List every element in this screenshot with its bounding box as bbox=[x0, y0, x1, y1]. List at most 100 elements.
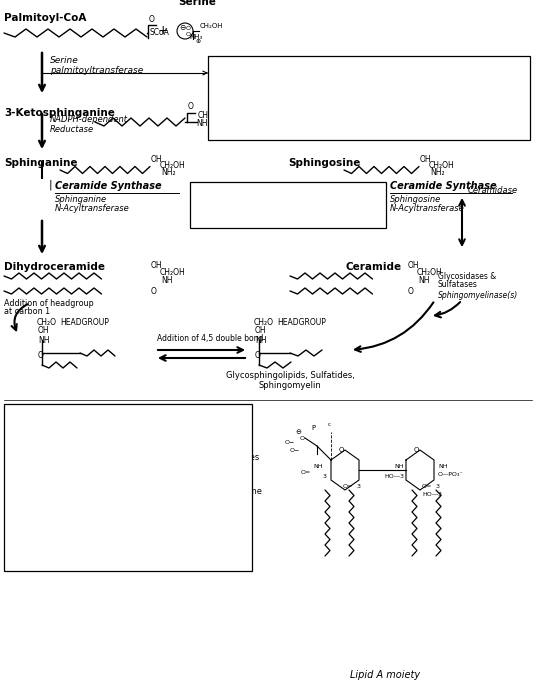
Text: NH: NH bbox=[255, 336, 266, 345]
Text: (aka: (aka bbox=[351, 70, 372, 79]
Text: Sulfatases: Sulfatases bbox=[438, 280, 478, 289]
Text: 3-Ketosphinganine: 3-Ketosphinganine bbox=[4, 108, 115, 118]
Text: NH: NH bbox=[394, 464, 404, 469]
Text: HO―3: HO―3 bbox=[384, 474, 404, 479]
Text: 3: 3 bbox=[323, 474, 327, 479]
Text: Serine: Serine bbox=[178, 0, 216, 7]
Text: endotoxin also mimics the structure (in bold type) and some: endotoxin also mimics the structure (in … bbox=[7, 488, 262, 497]
Text: Alternaria: Alternaria bbox=[247, 196, 294, 205]
Text: CH₂OH: CH₂OH bbox=[200, 23, 224, 29]
Text: Bacterial endotoxin: Bacterial endotoxin bbox=[7, 407, 100, 416]
Text: OH: OH bbox=[408, 261, 420, 270]
Text: Sphingomyelin: Sphingomyelin bbox=[259, 381, 322, 390]
Text: +: + bbox=[158, 23, 168, 36]
Text: Ceramide Synthase: Ceramide Synthase bbox=[55, 181, 162, 191]
Text: NH₂: NH₂ bbox=[161, 168, 176, 177]
Text: cells; these changes include the degree of hydroxylation: cells; these changes include the degree … bbox=[7, 430, 247, 439]
Text: |: | bbox=[49, 179, 53, 189]
Text: ⊕: ⊕ bbox=[195, 39, 200, 44]
Text: -acyl group and the number and types of: -acyl group and the number and types of bbox=[37, 441, 210, 451]
Text: 3: 3 bbox=[357, 484, 361, 489]
Text: SCoA: SCoA bbox=[149, 28, 169, 37]
Text: NH: NH bbox=[438, 464, 448, 469]
Text: ,: , bbox=[324, 70, 329, 79]
Text: Mycelia: Mycelia bbox=[300, 92, 332, 101]
Text: Isana: Isana bbox=[211, 92, 233, 101]
Text: is reported to influence the chemical: is reported to influence the chemical bbox=[95, 407, 253, 416]
Text: ⊖: ⊖ bbox=[295, 429, 301, 435]
Text: Myriococcum: Myriococcum bbox=[233, 92, 288, 101]
Text: .: . bbox=[272, 207, 274, 216]
Text: c: c bbox=[327, 422, 331, 427]
Text: CH₂OH: CH₂OH bbox=[429, 161, 455, 170]
Text: Serine: Serine bbox=[50, 56, 79, 65]
Text: Australifungin: Australifungin bbox=[210, 207, 278, 216]
Text: HEADGROUP: HEADGROUP bbox=[60, 318, 109, 327]
Text: O―PO₃⁻: O―PO₃⁻ bbox=[438, 472, 464, 477]
Text: N-Acyltransferase: N-Acyltransferase bbox=[55, 204, 130, 213]
Text: ,: , bbox=[230, 92, 233, 101]
Text: NH₂: NH₂ bbox=[196, 119, 211, 128]
Text: O: O bbox=[300, 436, 305, 441]
Text: NADPH-dependent: NADPH-dependent bbox=[50, 115, 128, 124]
Text: O: O bbox=[38, 351, 44, 360]
Text: CH₂O: CH₂O bbox=[254, 318, 274, 327]
FancyBboxPatch shape bbox=[190, 182, 386, 228]
Text: , and: , and bbox=[281, 92, 302, 101]
Text: Sphinganine: Sphinganine bbox=[4, 158, 78, 168]
Text: Sphingosine: Sphingosine bbox=[390, 195, 441, 204]
Text: ,: , bbox=[243, 196, 248, 205]
FancyBboxPatch shape bbox=[208, 56, 530, 140]
Text: O: O bbox=[413, 447, 419, 453]
Text: N-Acyltransferase: N-Acyltransferase bbox=[390, 204, 465, 213]
Text: produced: produced bbox=[288, 185, 331, 194]
Text: and: and bbox=[254, 70, 275, 79]
Text: Palmitoyl-CoA: Palmitoyl-CoA bbox=[4, 13, 86, 23]
Text: CH₂OH: CH₂OH bbox=[160, 161, 186, 170]
Text: toxins: toxins bbox=[284, 196, 316, 205]
Text: Streptomyces: Streptomyces bbox=[298, 103, 356, 112]
Text: Paecilomyces: Paecilomyces bbox=[271, 70, 328, 79]
Text: O: O bbox=[408, 287, 414, 296]
Text: .: . bbox=[350, 103, 353, 112]
Text: O=: O= bbox=[301, 470, 311, 475]
Text: ⊖: ⊖ bbox=[179, 23, 185, 33]
Text: Glycosidases &: Glycosidases & bbox=[438, 272, 496, 281]
Text: OH: OH bbox=[420, 155, 431, 164]
Text: NH₃: NH₃ bbox=[189, 34, 202, 40]
Text: ISP-1: ISP-1 bbox=[328, 70, 353, 79]
Text: O−: O− bbox=[290, 448, 300, 453]
Text: Sphingomyelinase(s): Sphingomyelinase(s) bbox=[438, 291, 518, 300]
Text: O: O bbox=[185, 31, 190, 36]
Text: sphingomyelinase(s) via cytokines resulting in ceramide: sphingomyelinase(s) via cytokines result… bbox=[7, 464, 245, 473]
Text: composition of sphingolipids produced by mammalian: composition of sphingolipids produced by… bbox=[7, 419, 235, 428]
Text: O: O bbox=[151, 287, 157, 296]
Text: O: O bbox=[185, 25, 190, 31]
Text: OH: OH bbox=[255, 326, 266, 335]
Text: OH: OH bbox=[151, 155, 162, 164]
Text: lipoxamycin: lipoxamycin bbox=[211, 103, 268, 112]
Text: O−: O− bbox=[285, 440, 295, 445]
Text: CH₂O: CH₂O bbox=[37, 318, 57, 327]
Text: production from sphingomyelin.  The Lipid A moiety of: production from sphingomyelin. The Lipid… bbox=[7, 476, 236, 485]
Text: O: O bbox=[338, 447, 344, 453]
Text: Inhibited by: Inhibited by bbox=[193, 185, 246, 194]
Text: Addition of 4,5 double bond: Addition of 4,5 double bond bbox=[157, 334, 263, 343]
Text: Sphingosine: Sphingosine bbox=[288, 158, 360, 168]
Text: 3: 3 bbox=[436, 484, 440, 489]
Text: NH: NH bbox=[38, 336, 49, 345]
Text: of the biological effects of ceramide.: of the biological effects of ceramide. bbox=[7, 499, 161, 508]
Text: O: O bbox=[149, 15, 155, 24]
Text: Sphingofungins: Sphingofungins bbox=[263, 59, 337, 68]
Text: Addition of headgroup: Addition of headgroup bbox=[4, 299, 94, 308]
Text: Glycosphingolipids, Sulfatides,: Glycosphingolipids, Sulfatides, bbox=[226, 371, 354, 380]
Text: and: and bbox=[193, 207, 212, 216]
Text: O=: O= bbox=[422, 484, 432, 489]
Text: NH: NH bbox=[418, 276, 429, 285]
Text: N: N bbox=[32, 441, 38, 451]
Text: NH₂: NH₂ bbox=[430, 168, 445, 177]
Text: carbohydrates in the headgroup.  Endotoxin also stimulates: carbohydrates in the headgroup. Endotoxi… bbox=[7, 453, 259, 462]
Text: O: O bbox=[255, 351, 261, 360]
Text: produced by: produced by bbox=[259, 103, 317, 112]
Text: at carbon 1: at carbon 1 bbox=[4, 307, 50, 316]
